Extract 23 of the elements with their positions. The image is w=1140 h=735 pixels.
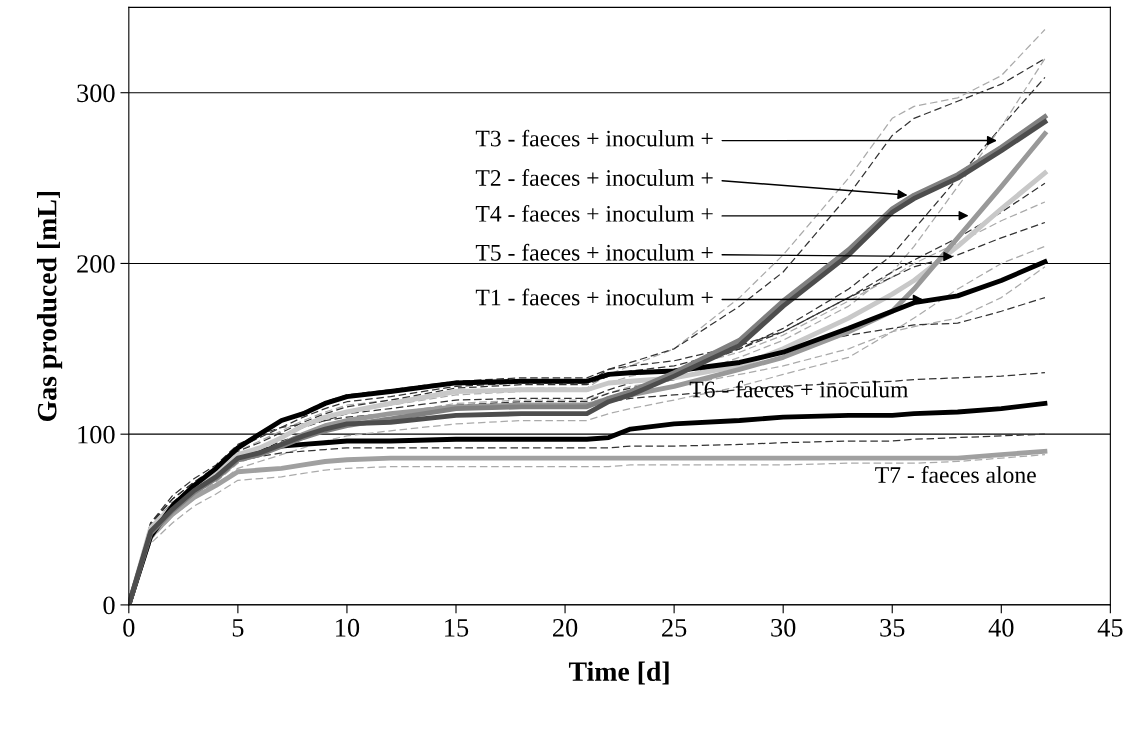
- annotation: T4 - faeces + inoculum +: [475, 204, 713, 222]
- x-tick-label: 10: [336, 618, 360, 637]
- x-tick-label: 30: [771, 618, 796, 637]
- x-tick-label: 45: [1097, 619, 1123, 637]
- annotation: T5 - faeces + inoculum +: [475, 243, 713, 261]
- y-tick-label: 200: [77, 255, 115, 273]
- x-tick-label: 40: [988, 618, 1014, 637]
- y-axis-title: Gas produced [mL]: [36, 191, 63, 422]
- y-tick-label: 300: [77, 84, 115, 103]
- x-tick-label: 20: [553, 618, 578, 637]
- x-tick-label: 15: [445, 618, 469, 637]
- x-tick-label: 25: [662, 618, 687, 637]
- x-tick-label: 35: [880, 618, 905, 637]
- annotation: T6 - faeces + inoculum: [689, 380, 909, 398]
- annotation: T1 - faeces + inoculum +: [475, 288, 713, 306]
- annotation: T3 - faeces + inoculum +: [475, 129, 713, 147]
- y-tick-label: 100: [78, 425, 115, 444]
- x-tick-label: 0: [123, 618, 135, 637]
- annotation: T2 - faeces + inoculum +: [475, 169, 713, 186]
- y-tick-label: 0: [103, 596, 115, 615]
- x-axis-title: Time [d]: [568, 661, 669, 685]
- x-tick-label: 5: [232, 619, 244, 637]
- annotation: T7 - faeces alone: [875, 466, 1036, 483]
